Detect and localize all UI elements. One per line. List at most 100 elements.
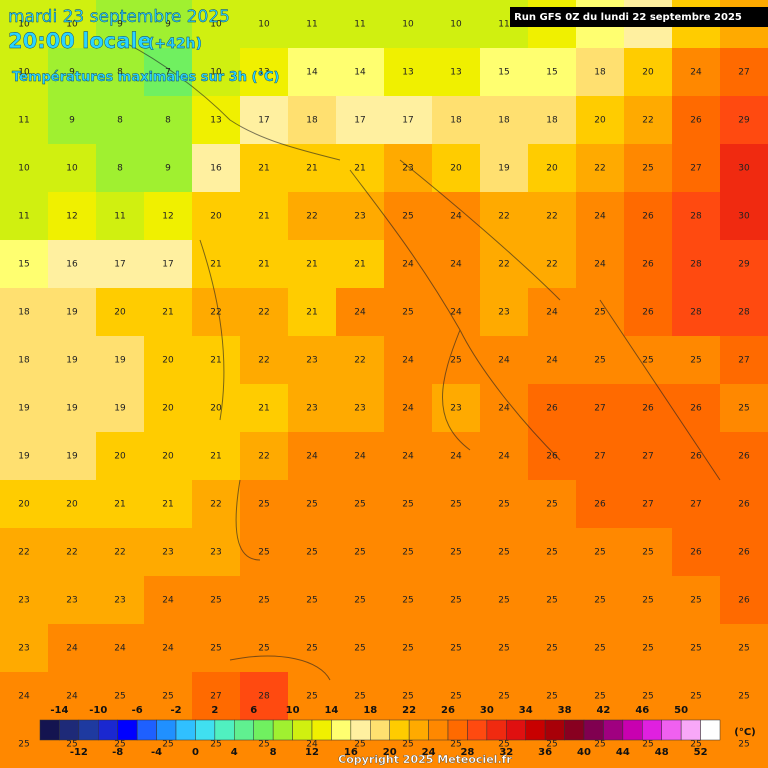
temperature-cell: [480, 48, 529, 97]
temperature-cell: [672, 480, 721, 529]
temperature-cell: [384, 48, 433, 97]
temperature-cell: [576, 240, 625, 289]
temperature-cell: [624, 384, 673, 433]
scale-label: 32: [499, 747, 513, 758]
temperature-value: 23: [210, 548, 221, 558]
temperature-cell: [336, 96, 385, 145]
temperature-value: 26: [738, 548, 750, 558]
temperature-cell: [720, 144, 768, 193]
temperature-cell: [192, 480, 241, 529]
temperature-cell: [144, 672, 193, 721]
temperature-value: 17: [402, 116, 413, 126]
temperature-value: 23: [114, 596, 125, 606]
temperature-value: 25: [498, 644, 509, 654]
temperature-cell: [672, 528, 721, 577]
temperature-cell: [672, 432, 721, 481]
temperature-value: 22: [498, 212, 509, 222]
temperature-cell: [528, 432, 577, 481]
temperature-value: 25: [258, 644, 269, 654]
temperature-value: 20: [114, 452, 126, 462]
temperature-value: 18: [450, 116, 462, 126]
temperature-cell: [624, 48, 673, 97]
scale-label: 50: [674, 705, 688, 716]
temperature-cell: [432, 192, 481, 241]
temperature-cell: [624, 336, 673, 385]
temperature-value: 22: [306, 212, 317, 222]
temperature-value: 20: [450, 164, 462, 174]
temperature-value: 24: [594, 260, 606, 270]
temperature-value: 11: [18, 212, 29, 222]
temperature-value: 19: [66, 308, 78, 318]
temperature-value: 10: [402, 20, 414, 30]
temperature-cell: [384, 288, 433, 337]
temperature-value: 10: [66, 20, 78, 30]
temperature-value: 20: [162, 404, 174, 414]
scale-swatch: [622, 719, 643, 741]
temperature-value: 23: [18, 596, 29, 606]
temperature-value: 24: [546, 356, 558, 366]
temperature-cell: [672, 672, 721, 721]
scale-label: 2: [211, 705, 218, 716]
temperature-value: 25: [642, 644, 653, 654]
scale-swatch: [486, 719, 507, 741]
temperature-cell: [48, 480, 97, 529]
temperature-value: 13: [258, 68, 269, 78]
temperature-value: 17: [114, 260, 125, 270]
temperature-cell: [720, 672, 768, 721]
temperature-cell: [384, 96, 433, 145]
temperature-value: 25: [594, 548, 605, 558]
temperature-cell: [144, 336, 193, 385]
temperature-cell: [96, 192, 145, 241]
temperature-cell: [96, 528, 145, 577]
temperature-cell: [288, 576, 337, 625]
temperature-cell: [48, 336, 97, 385]
temperature-value: 12: [162, 212, 173, 222]
time: 20:00 locale: [8, 29, 152, 53]
temperature-value: 26: [690, 116, 702, 126]
temperature-cell: [336, 672, 385, 721]
temperature-value: 26: [738, 500, 750, 510]
temperature-cell: [240, 0, 289, 49]
temperature-value: 26: [690, 452, 702, 462]
temperature-value: 25: [402, 644, 413, 654]
temperature-cell: [240, 288, 289, 337]
temperature-cell: [336, 480, 385, 529]
temperature-value: 23: [354, 404, 365, 414]
temperature-value: 20: [162, 452, 174, 462]
scale-swatch: [603, 719, 624, 741]
scale-label: 52: [694, 747, 708, 758]
scale-label: 38: [558, 705, 572, 716]
temperature-cell: [96, 288, 145, 337]
temperature-value: 25: [594, 356, 605, 366]
temperature-value: 25: [354, 644, 365, 654]
temperature-cell: [528, 192, 577, 241]
scale-swatch: [350, 719, 371, 741]
temperature-value: 19: [114, 404, 126, 414]
temperature-value: 24: [450, 452, 462, 462]
temperature-cell: [720, 624, 768, 673]
temperature-value: 18: [594, 68, 606, 78]
temperature-cell: [528, 288, 577, 337]
temperature-value: 26: [642, 260, 654, 270]
temperature-cell: [432, 576, 481, 625]
temperature-cell: [48, 192, 97, 241]
temperature-cell: [480, 96, 529, 145]
temperature-value: 24: [354, 452, 366, 462]
temperature-cell: [672, 576, 721, 625]
scale-swatch: [506, 719, 526, 741]
temperature-value: 21: [210, 452, 221, 462]
temperature-cell: [576, 528, 625, 577]
temperature-cell: [288, 192, 337, 241]
temperature-value: 7: [165, 68, 171, 78]
temperature-value: 15: [18, 260, 29, 270]
temperature-cell: [240, 576, 289, 625]
scale-swatch: [408, 719, 429, 741]
temperature-value: 24: [306, 452, 318, 462]
temperature-value: 21: [258, 260, 269, 270]
temperature-cell: [480, 576, 529, 625]
temperature-cell: [624, 144, 673, 193]
temperature-value: 29: [738, 260, 750, 270]
temperature-value: 10: [210, 20, 222, 30]
temperature-value: 9: [69, 116, 75, 126]
scale-label: 0: [192, 747, 199, 758]
